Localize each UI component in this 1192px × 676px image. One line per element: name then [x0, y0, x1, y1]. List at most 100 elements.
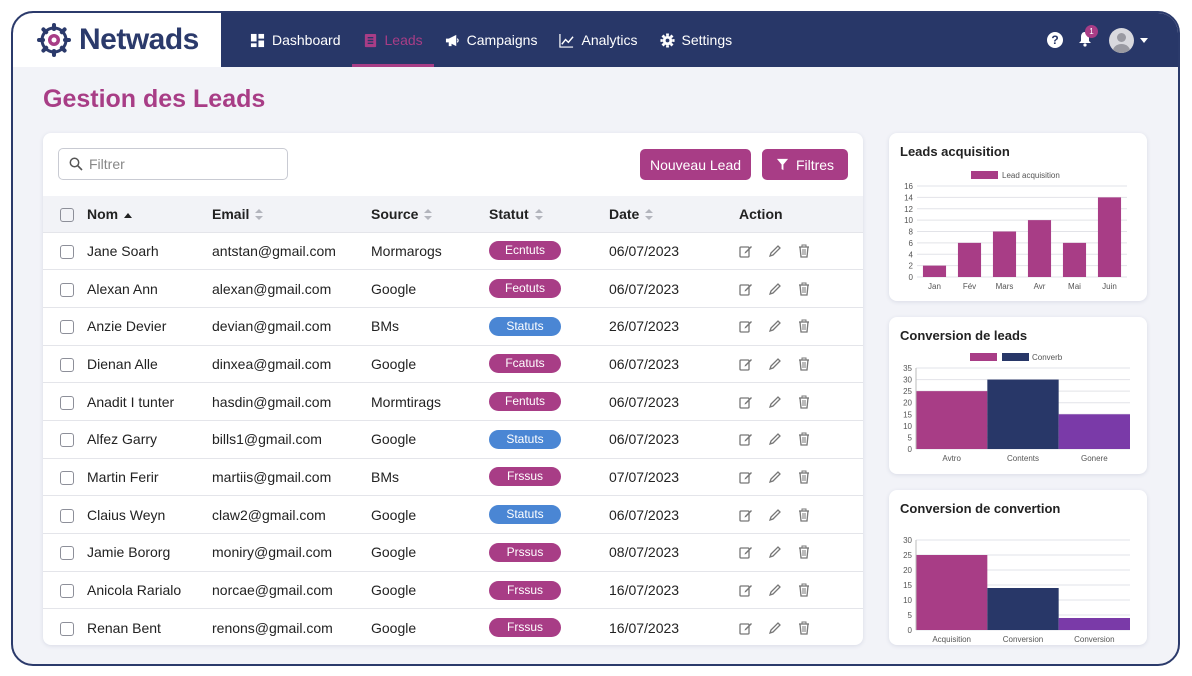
pencil-icon[interactable]: [768, 357, 782, 371]
trash-icon[interactable]: [797, 583, 811, 597]
cell-source: Google: [371, 355, 417, 372]
edit-icon[interactable]: [739, 319, 753, 333]
chart-bar: [957, 242, 982, 277]
pencil-icon[interactable]: [768, 395, 782, 409]
pencil-icon[interactable]: [768, 621, 782, 635]
pencil-icon[interactable]: [768, 244, 782, 258]
trash-icon[interactable]: [797, 319, 811, 333]
table-row[interactable]: Alfez Garry bills1@gmail.com Google Statuts…: [43, 420, 863, 458]
row-checkbox[interactable]: [60, 358, 74, 373]
nav-campaigns[interactable]: Campaigns: [434, 13, 549, 67]
header-nom[interactable]: Nom: [87, 196, 212, 232]
table-row[interactable]: Dienan Alle dinxea@gmail.com Google Fcatuts…: [43, 345, 863, 383]
new-lead-button[interactable]: Nouveau Lead: [640, 149, 751, 180]
table-header-row: Nom Email Source Statut Date Action: [43, 196, 863, 232]
nav-leads-label: Leads: [384, 32, 423, 48]
chevron-down-icon[interactable]: [1140, 37, 1148, 43]
trash-icon[interactable]: [797, 508, 811, 522]
chart-bar: [916, 391, 988, 449]
row-checkbox[interactable]: [60, 320, 74, 335]
pencil-icon[interactable]: [768, 545, 782, 559]
table-row[interactable]: Alexan Ann alexan@gmail.com Google Feotuts 0…: [43, 269, 863, 308]
select-all-cell: [43, 196, 87, 232]
table-row[interactable]: Anicola Rarialo norcae@gmail.com Google Frs…: [43, 571, 863, 609]
row-checkbox[interactable]: [60, 395, 74, 410]
row-checkbox[interactable]: [60, 584, 74, 599]
edit-icon[interactable]: [739, 432, 753, 446]
row-checkbox[interactable]: [60, 471, 74, 486]
nav-right-controls: ? 1: [1047, 13, 1148, 67]
trash-icon[interactable]: [797, 621, 811, 635]
row-checkbox[interactable]: [60, 282, 74, 297]
help-icon[interactable]: ?: [1047, 32, 1063, 48]
y-tick-label: 0: [909, 273, 914, 282]
header-date-label: Date: [609, 205, 640, 222]
megaphone-icon: [445, 34, 459, 46]
row-checkbox[interactable]: [60, 508, 74, 523]
pencil-icon[interactable]: [768, 282, 782, 296]
header-source[interactable]: Source: [371, 196, 489, 232]
table-row[interactable]: Anzie Devier devian@gmail.com BMs Statuts 26…: [43, 307, 863, 345]
pencil-icon[interactable]: [768, 319, 782, 333]
cell-source: Google: [371, 280, 417, 297]
chart-bar: [1062, 242, 1087, 277]
nav-settings[interactable]: Settings: [649, 13, 744, 67]
header-statut[interactable]: Statut: [489, 196, 609, 232]
chart-bar: [1058, 414, 1130, 449]
edit-icon[interactable]: [739, 621, 753, 635]
search-input[interactable]: [89, 156, 269, 172]
trash-icon[interactable]: [797, 545, 811, 559]
row-actions: [739, 583, 863, 597]
trash-icon[interactable]: [797, 282, 811, 296]
row-checkbox[interactable]: [60, 244, 74, 259]
table-row[interactable]: Jane Soarh antstan@gmail.com Mormarogs Ecnt…: [43, 232, 863, 270]
legend-label: Lead acquisition: [1002, 171, 1060, 180]
pencil-icon[interactable]: [768, 583, 782, 597]
chart-title: Conversion de convertion: [900, 501, 1061, 516]
header-date[interactable]: Date: [609, 196, 739, 232]
pencil-icon[interactable]: [768, 432, 782, 446]
edit-icon[interactable]: [739, 395, 753, 409]
cell-email: hasdin@gmail.com: [212, 393, 332, 410]
brand-logo[interactable]: Netwads: [13, 13, 221, 67]
row-checkbox[interactable]: [60, 546, 74, 561]
trash-icon[interactable]: [797, 432, 811, 446]
table-row[interactable]: Anadit I tunter hasdin@gmail.com Mormtirag…: [43, 382, 863, 421]
edit-icon[interactable]: [739, 282, 753, 296]
trash-icon[interactable]: [797, 470, 811, 484]
row-select-cell: [43, 383, 87, 421]
trash-icon[interactable]: [797, 244, 811, 258]
cell-statut: Frssus: [489, 609, 609, 645]
cell-statut: Ecntuts: [489, 232, 609, 270]
filters-button[interactable]: Filtres: [762, 149, 848, 180]
status-badge: Frssus: [489, 580, 561, 600]
edit-icon[interactable]: [739, 357, 753, 371]
table-row[interactable]: Jamie Bororg moniry@gmail.com Google Prssus…: [43, 533, 863, 572]
nav-dashboard[interactable]: Dashboard: [239, 13, 352, 67]
table-row[interactable]: Claius Weyn claw2@gmail.com Google Statuts 0…: [43, 495, 863, 534]
select-all-checkbox[interactable]: [60, 207, 74, 222]
trash-icon[interactable]: [797, 395, 811, 409]
nav-settings-label: Settings: [681, 32, 733, 48]
edit-icon[interactable]: [739, 583, 753, 597]
pencil-icon[interactable]: [768, 508, 782, 522]
notifications-button[interactable]: 1: [1077, 25, 1098, 49]
table-row[interactable]: Renan Bent renons@gmail.com Google Frssus 16…: [43, 608, 863, 645]
edit-icon[interactable]: [739, 508, 753, 522]
edit-icon[interactable]: [739, 244, 753, 258]
avatar[interactable]: [1109, 27, 1134, 53]
chart-bar: [916, 555, 988, 630]
header-email[interactable]: Email: [212, 196, 371, 232]
table-row[interactable]: Martin Ferir martiis@gmail.com BMs Frssus 07…: [43, 458, 863, 496]
trash-icon[interactable]: [797, 357, 811, 371]
row-checkbox[interactable]: [60, 433, 74, 448]
nav-analytics[interactable]: Analytics: [548, 13, 648, 67]
edit-icon[interactable]: [739, 470, 753, 484]
row-select-cell: [43, 496, 87, 534]
edit-icon[interactable]: [739, 545, 753, 559]
y-tick-label: 10: [904, 216, 913, 225]
pencil-icon[interactable]: [768, 470, 782, 484]
line-chart-icon: [559, 33, 575, 48]
nav-leads[interactable]: Leads: [351, 13, 434, 67]
row-checkbox[interactable]: [60, 622, 74, 637]
